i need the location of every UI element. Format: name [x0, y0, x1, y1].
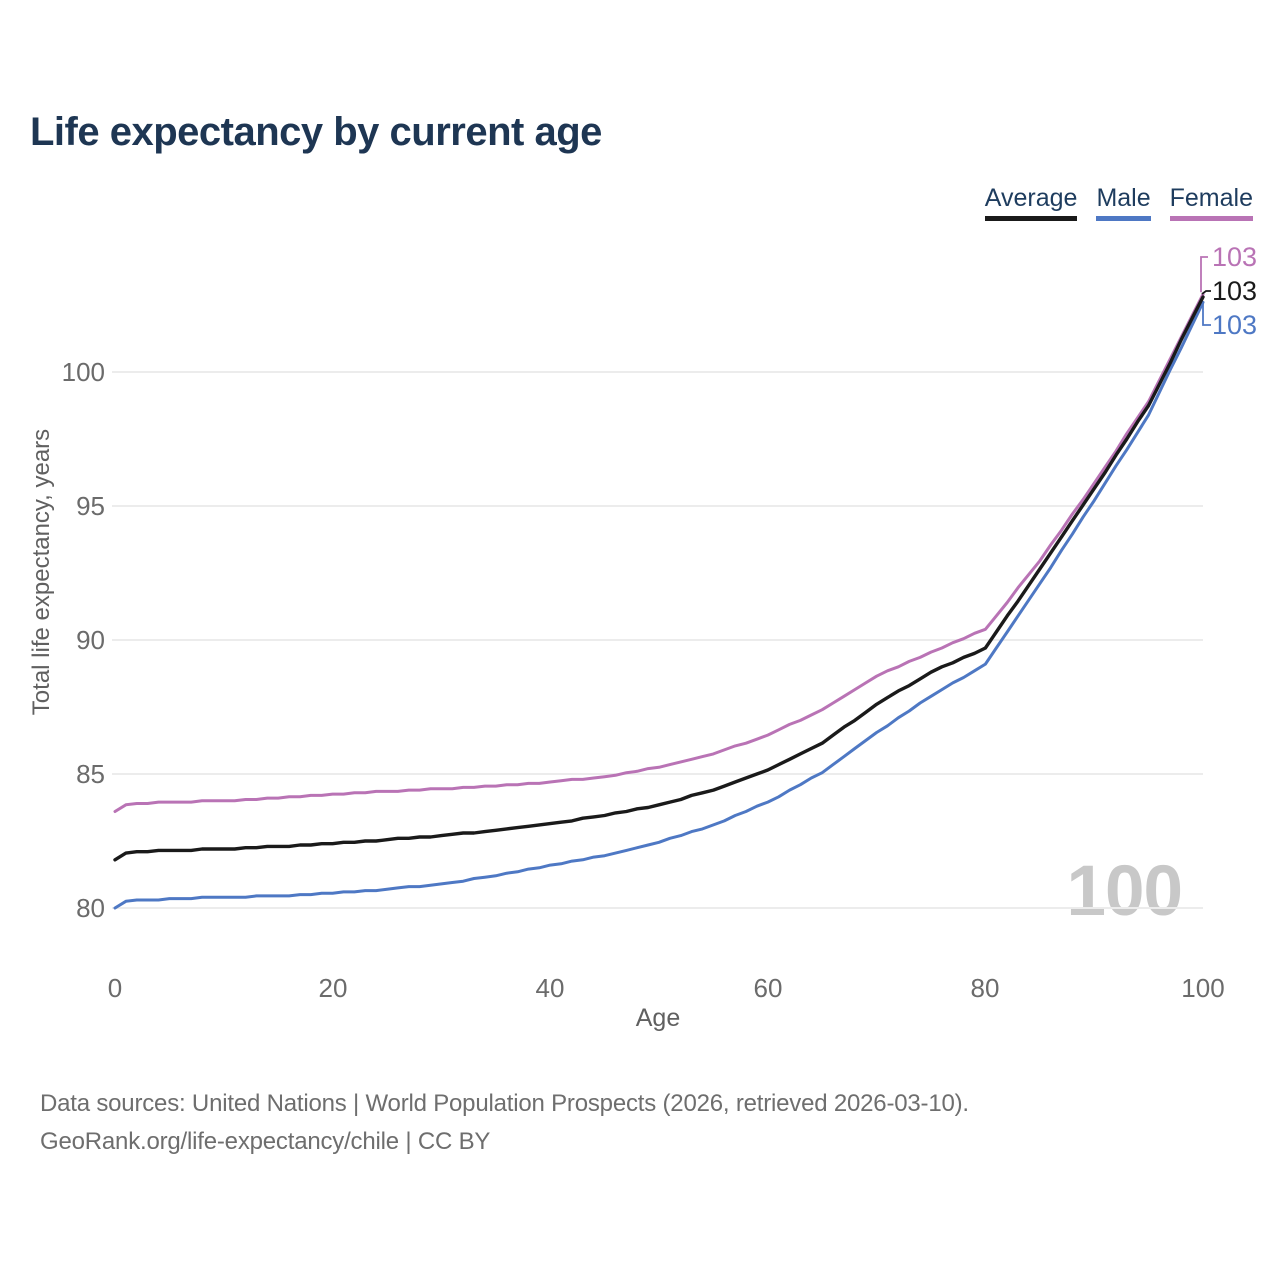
x-tick-80: 80	[970, 973, 1000, 1003]
footer: Data sources: United Nations | World Pop…	[40, 1088, 969, 1164]
y-tick-85: 85	[76, 759, 105, 789]
x-tick-100: 100	[1181, 973, 1225, 1003]
line-female	[113, 292, 1205, 813]
x-tick-60: 60	[753, 973, 783, 1003]
x-tick-40: 40	[535, 973, 565, 1003]
y-tick-80: 80	[76, 893, 105, 923]
page-title: Life expectancy by current age	[30, 110, 602, 154]
line-average	[113, 295, 1205, 862]
legend: Average Male Female	[984, 184, 1253, 221]
end-label-female: 103	[1212, 242, 1258, 272]
legend-item-average[interactable]: Average	[984, 184, 1078, 221]
end-label-male: 103	[1212, 310, 1258, 340]
legend-item-male[interactable]: Male	[1096, 184, 1151, 221]
x-axis-title: Age	[635, 1004, 681, 1032]
y-tick-100: 100	[61, 357, 105, 387]
legend-item-female[interactable]: Female	[1169, 184, 1253, 221]
line-male	[113, 300, 1205, 910]
y-axis-title: Total life expectancy, years	[28, 428, 55, 716]
footer-data-sources: Data sources: United Nations | World Pop…	[40, 1090, 969, 1117]
x-tick-0: 0	[107, 973, 123, 1003]
y-tick-95: 95	[76, 491, 105, 521]
y-tick-90: 90	[76, 625, 105, 655]
end-label-average: 103	[1212, 276, 1258, 306]
x-tick-20: 20	[318, 973, 348, 1003]
watermark-age-indicator: 100	[1066, 852, 1183, 931]
footer-attribution: GeoRank.org/life-expectancy/chile | CC B…	[40, 1128, 491, 1155]
